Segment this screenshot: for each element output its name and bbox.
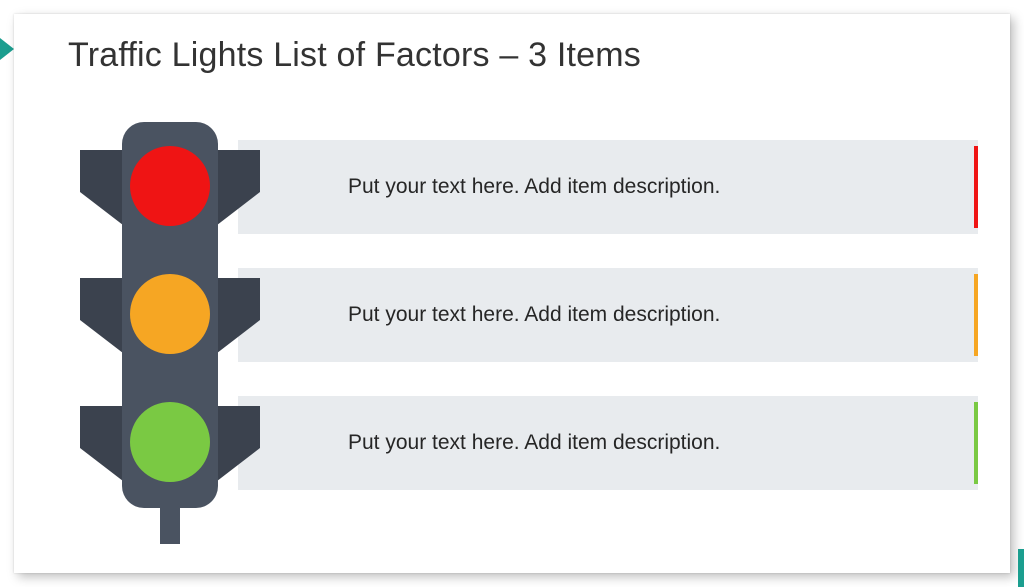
accent-tab-left bbox=[0, 38, 14, 60]
accent-corner-bottom-right bbox=[1018, 549, 1024, 587]
slide-title: Traffic Lights List of Factors – 3 Items bbox=[68, 36, 641, 75]
traffic-light-icon bbox=[60, 114, 280, 544]
slide-card: Traffic Lights List of Factors – 3 Items… bbox=[14, 14, 1010, 573]
factor-row-yellow: Put your text here. Add item description… bbox=[238, 268, 978, 362]
light-yellow bbox=[130, 274, 210, 354]
factor-row-red: Put your text here. Add item description… bbox=[238, 140, 978, 234]
slide-content: Put your text here. Add item description… bbox=[14, 114, 1010, 554]
factor-row-stripe bbox=[974, 146, 978, 228]
light-green bbox=[130, 402, 210, 482]
traffic-light-pole bbox=[160, 506, 180, 544]
factor-text-yellow: Put your text here. Add item description… bbox=[238, 303, 720, 327]
light-red bbox=[130, 146, 210, 226]
factor-text-green: Put your text here. Add item description… bbox=[238, 431, 720, 455]
factor-row-stripe bbox=[974, 402, 978, 484]
factor-row-green: Put your text here. Add item description… bbox=[238, 396, 978, 490]
factor-row-stripe bbox=[974, 274, 978, 356]
factor-text-red: Put your text here. Add item description… bbox=[238, 175, 720, 199]
